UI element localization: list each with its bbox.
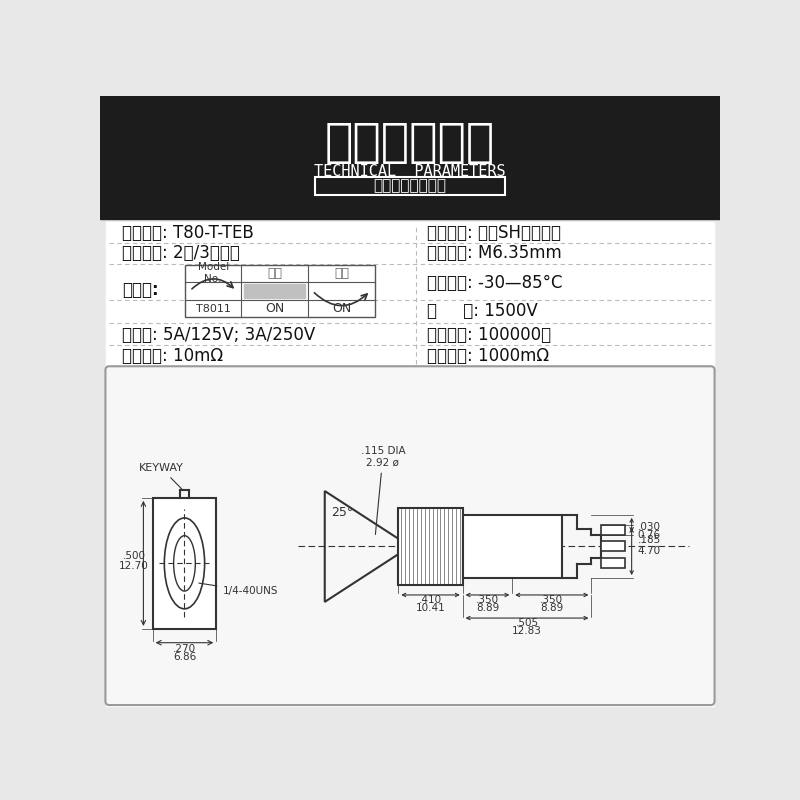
- Text: 工作温度: -30—85°C: 工作温度: -30—85°C: [427, 274, 562, 292]
- Text: Model
No.: Model No.: [198, 262, 229, 284]
- Text: 左档: 左档: [267, 266, 282, 280]
- Text: 10.41: 10.41: [416, 603, 446, 613]
- Text: 开孔尺寸: M6.35mm: 开孔尺寸: M6.35mm: [427, 244, 562, 262]
- Text: .350: .350: [476, 595, 499, 606]
- Text: 绝缘电阻: 1000mΩ: 绝缘电阻: 1000mΩ: [427, 347, 549, 366]
- Text: .350: .350: [540, 595, 563, 606]
- Text: 拨动档位: 2位/3位可选: 拨动档位: 2位/3位可选: [122, 244, 239, 262]
- Text: 0.76: 0.76: [638, 530, 661, 540]
- Text: 耐     压: 1500V: 耐 压: 1500V: [427, 302, 538, 320]
- Bar: [601, 558, 626, 568]
- Text: 4.70: 4.70: [638, 546, 661, 556]
- Text: 6.86: 6.86: [173, 652, 196, 662]
- Text: ON: ON: [332, 302, 351, 315]
- Bar: [462, 515, 562, 578]
- Text: .505: .505: [515, 618, 538, 629]
- Ellipse shape: [164, 518, 205, 609]
- Text: 1/4-40UNS: 1/4-40UNS: [199, 583, 278, 596]
- Text: 接触电阻: 10mΩ: 接触电阻: 10mΩ: [122, 347, 223, 366]
- Text: 电路图:: 电路图:: [122, 281, 158, 299]
- Text: .500: .500: [122, 550, 146, 561]
- Text: .185: .185: [638, 535, 661, 546]
- Text: TECHNICAL  PARAMETERS: TECHNICAL PARAMETERS: [314, 164, 506, 179]
- Text: KEYWAY: KEYWAY: [138, 463, 184, 490]
- Text: 产品名称: 台湾SH钮子开关: 产品名称: 台湾SH钮子开关: [427, 224, 561, 242]
- Text: 电气寿命: 100000次: 电气寿命: 100000次: [427, 326, 551, 344]
- Text: .270: .270: [173, 644, 196, 654]
- Text: 8.89: 8.89: [540, 603, 563, 613]
- Bar: [601, 542, 626, 551]
- FancyBboxPatch shape: [106, 366, 714, 705]
- Bar: [153, 498, 216, 629]
- Bar: [100, 96, 720, 219]
- Ellipse shape: [174, 536, 195, 591]
- Text: .115 DIA
2.92 ø: .115 DIA 2.92 ø: [361, 446, 405, 534]
- Bar: [106, 222, 714, 706]
- Text: 右档: 右档: [334, 266, 349, 280]
- Bar: [186, 265, 375, 317]
- Text: 恒科电子只做精品: 恒科电子只做精品: [374, 178, 446, 194]
- Bar: [315, 177, 505, 195]
- Text: 12.83: 12.83: [512, 626, 542, 636]
- Text: 25°: 25°: [331, 506, 354, 519]
- Text: .410: .410: [419, 595, 442, 606]
- Bar: [601, 525, 626, 535]
- Text: 产品型号: T80-T-TEB: 产品型号: T80-T-TEB: [122, 224, 254, 242]
- Text: 产品技术参数: 产品技术参数: [325, 122, 495, 166]
- Text: T8011: T8011: [196, 303, 230, 314]
- Text: 额定值: 5A/125V; 3A/250V: 额定值: 5A/125V; 3A/250V: [122, 326, 315, 344]
- Text: 12.70: 12.70: [119, 562, 149, 571]
- Bar: [244, 284, 305, 298]
- Bar: [398, 508, 462, 585]
- Text: ON: ON: [265, 302, 284, 315]
- Text: .030: .030: [638, 522, 661, 532]
- Text: 8.89: 8.89: [476, 603, 499, 613]
